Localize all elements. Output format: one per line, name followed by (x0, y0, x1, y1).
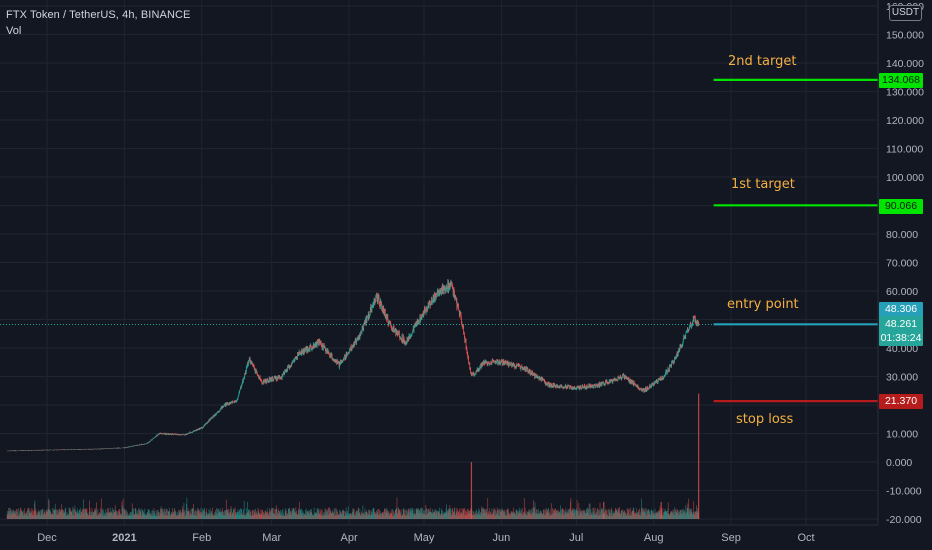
y-tick-label: 60.000 (886, 286, 918, 298)
x-tick-label: Apr (341, 532, 358, 544)
y-tick-label: 40.000 (886, 343, 918, 355)
last-price-tag: 48.261 01:38:24 (879, 316, 923, 346)
volume-label: Vol (6, 25, 22, 37)
x-tick-label: 2021 (112, 532, 136, 544)
stop-loss-price-tag: 21.370 (879, 394, 923, 409)
second-target-price-tag: 134.068 (879, 73, 923, 88)
second-target-label: 2nd target (728, 54, 797, 69)
entry-point-label: entry point (727, 297, 799, 312)
y-tick-label: 70.000 (886, 258, 918, 270)
y-tick-label: 10.000 (886, 429, 918, 441)
first-target-label: 1st target (731, 177, 795, 192)
level-lines (0, 78, 878, 403)
y-tick-label: 140.000 (886, 58, 924, 70)
x-tick-label: Aug (644, 532, 664, 544)
y-tick-label: 130.000 (886, 87, 924, 99)
x-tick-label: May (414, 532, 435, 544)
entry-price-tag: 48.306 (879, 302, 923, 317)
x-tick-label: Feb (192, 532, 211, 544)
currency-selector[interactable]: USDT (889, 5, 922, 21)
y-tick-label: 0.000 (886, 457, 912, 469)
y-tick-label: 150.000 (886, 30, 924, 42)
first-target-price-tag: 90.066 (879, 199, 923, 214)
y-tick-label: -10.000 (886, 486, 922, 498)
x-tick-label: Jun (493, 532, 511, 544)
y-tick-label: 30.000 (886, 372, 918, 384)
y-tick-label: 100.000 (886, 172, 924, 184)
chart-title: FTX Token / TetherUS, 4h, BINANCE (6, 9, 191, 21)
x-tick-label: Oct (797, 532, 814, 544)
x-tick-label: Jul (569, 532, 583, 544)
bar-countdown: 01:38:24 (880, 332, 922, 344)
x-tick-label: Dec (37, 532, 57, 544)
x-tick-label: Mar (262, 532, 281, 544)
grid (0, 0, 878, 525)
stop-loss-label: stop loss (736, 412, 794, 427)
y-tick-label: 80.000 (886, 229, 918, 241)
candles (6, 279, 700, 452)
y-tick-label: -20.000 (886, 514, 922, 526)
y-tick-label: 110.000 (886, 144, 923, 156)
volume-bars (6, 393, 700, 519)
y-tick-label: 120.000 (886, 115, 924, 127)
last-price-value: 48.261 (884, 318, 918, 330)
x-tick-label: Sep (721, 532, 741, 544)
